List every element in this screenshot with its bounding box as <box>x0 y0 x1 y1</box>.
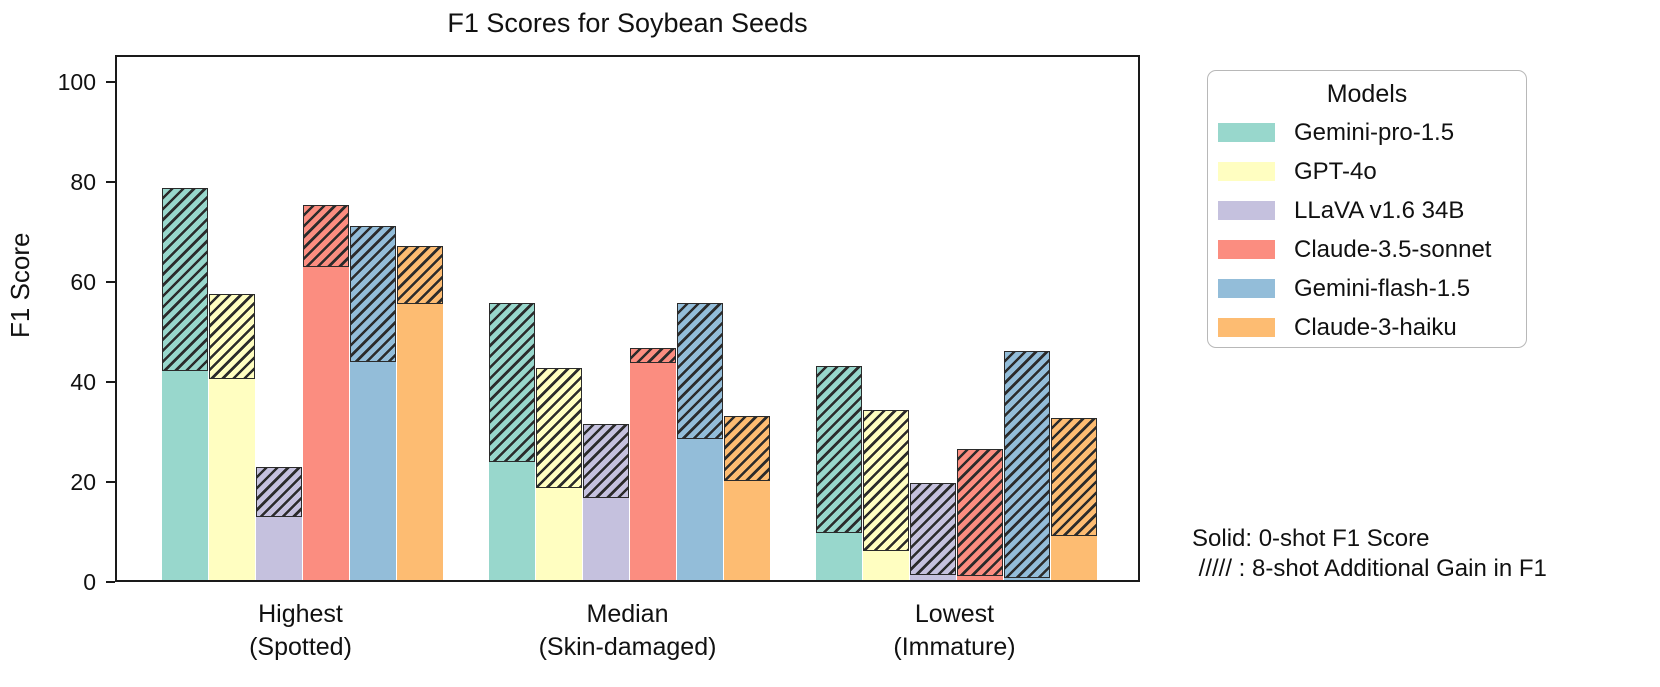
x-group-label-line: (Spotted) <box>249 633 352 661</box>
y-tick-mark-0 <box>106 581 115 583</box>
bar-hatch-gemini-pro-1-5-lowest <box>816 365 862 533</box>
legend-swatch-gemini-pro-1-5 <box>1218 123 1275 142</box>
bar-hatch-gemini-flash-1-5-highest <box>350 225 396 362</box>
legend-label: LLaVA v1.6 34B <box>1294 197 1465 224</box>
legend-item-gemini-flash-1-5: Gemini-flash-1.5 <box>1208 269 1526 308</box>
bar-solid-gpt-4o-median <box>536 488 582 580</box>
bar-hatch-gemini-flash-1-5-median <box>677 302 723 439</box>
bar-solid-llava-v1-6-34b-lowest <box>910 575 956 580</box>
bar-solid-gpt-4o-highest <box>209 379 255 580</box>
legend-item-llava-v1-6-34b: LLaVA v1.6 34B <box>1208 191 1526 230</box>
bar-solid-claude-3-haiku-lowest <box>1051 535 1097 580</box>
legend-swatch-gemini-flash-1-5 <box>1218 279 1275 298</box>
bar-hatch-claude-3-haiku-lowest <box>1051 418 1097 536</box>
bar-hatch-gpt-4o-lowest <box>863 409 909 551</box>
legend-label: Gemini-flash-1.5 <box>1294 275 1471 302</box>
legend-swatch-gpt-4o <box>1218 162 1275 181</box>
bar-solid-claude-3-5-sonnet-highest <box>303 267 349 580</box>
x-group-label-line: Lowest <box>914 600 995 628</box>
bar-hatch-claude-3-5-sonnet-highest <box>303 204 349 267</box>
y-tick-label-20: 20 <box>70 469 96 495</box>
bar-hatch-gemini-pro-1-5-median <box>489 303 535 462</box>
bar-hatch-gemini-pro-1-5-highest <box>162 188 208 371</box>
y-tick-mark-40 <box>106 381 115 383</box>
legend-item-gemini-pro-1-5: Gemini-pro-1.5 <box>1208 113 1526 152</box>
y-tick-label-60: 60 <box>70 269 96 295</box>
y-tick-label-100: 100 <box>57 69 96 95</box>
bar-solid-gemini-flash-1-5-lowest <box>1004 577 1050 580</box>
x-group-label-median: Median (Skin-damaged) <box>478 598 778 664</box>
bar-solid-claude-3-5-sonnet-lowest <box>957 576 1003 580</box>
bar-hatch-llava-v1-6-34b-highest <box>256 466 302 517</box>
bar-hatch-gpt-4o-median <box>536 367 582 488</box>
legend-item-gpt-4o: GPT-4o <box>1208 152 1526 191</box>
x-group-label-line: (Immature) <box>893 633 1016 661</box>
y-tick-mark-20 <box>106 481 115 483</box>
bar-solid-claude-3-5-sonnet-median <box>630 362 676 580</box>
y-tick-label-40: 40 <box>70 369 96 395</box>
bar-solid-claude-3-haiku-highest <box>397 303 443 580</box>
bar-hatch-claude-3-haiku-median <box>724 415 770 481</box>
bar-solid-gemini-pro-1-5-lowest <box>816 533 862 580</box>
bar-hatch-llava-v1-6-34b-median <box>583 424 629 498</box>
x-group-label-line: Median <box>586 600 669 628</box>
bar-hatch-claude-3-haiku-highest <box>397 245 443 304</box>
bar-solid-gpt-4o-lowest <box>863 550 909 580</box>
bar-solid-gemini-flash-1-5-highest <box>350 362 396 580</box>
bar-solid-gemini-flash-1-5-median <box>677 438 723 580</box>
x-group-label-line: Highest <box>258 600 343 628</box>
legend-label: Claude-3.5-sonnet <box>1294 236 1492 263</box>
bar-solid-claude-3-haiku-median <box>724 480 770 580</box>
legend-swatch-llava-v1-6-34b <box>1218 201 1275 220</box>
bar-solid-gemini-pro-1-5-highest <box>162 370 208 580</box>
legend-title: Models <box>1326 80 1408 108</box>
y-tick-label-80: 80 <box>70 169 96 195</box>
plot-area <box>115 55 1140 582</box>
annotation-line-solid: Solid: 0-shot F1 Score <box>1192 525 1430 552</box>
x-group-label-lowest: Lowest (Immature) <box>805 598 1105 664</box>
annotation-note: Solid: 0-shot F1 Score ///// : 8-shot Ad… <box>1192 524 1547 584</box>
y-tick-mark-100 <box>106 81 115 83</box>
legend: Models Gemini-pro-1.5 GPT-4o LLaVA v1.6 34… <box>1207 70 1527 348</box>
x-group-label-highest: Highest (Spotted) <box>151 598 451 664</box>
bar-solid-llava-v1-6-34b-median <box>583 497 629 580</box>
legend-label: GPT-4o <box>1294 158 1377 185</box>
bar-hatch-claude-3-5-sonnet-lowest <box>957 449 1003 576</box>
y-tick-label-0: 0 <box>83 569 96 595</box>
legend-swatch-claude-3-haiku <box>1218 318 1275 337</box>
x-group-label-line: (Skin-damaged) <box>538 633 717 661</box>
legend-label: Gemini-pro-1.5 <box>1294 119 1455 146</box>
annotation-line-hatch: ///// : 8-shot Additional Gain in F1 <box>1192 555 1547 582</box>
legend-label: Claude-3-haiku <box>1294 314 1457 341</box>
bar-hatch-llava-v1-6-34b-lowest <box>910 483 956 575</box>
bar-solid-llava-v1-6-34b-highest <box>256 516 302 580</box>
bar-hatch-gemini-flash-1-5-lowest <box>1004 350 1050 578</box>
legend-item-claude-3-5-sonnet: Claude-3.5-sonnet <box>1208 230 1526 269</box>
legend-item-claude-3-haiku: Claude-3-haiku <box>1208 308 1526 347</box>
legend-swatch-claude-3-5-sonnet <box>1218 240 1275 259</box>
y-tick-mark-60 <box>106 281 115 283</box>
y-axis-label: F1 Score <box>5 232 35 339</box>
y-tick-mark-80 <box>106 181 115 183</box>
bar-solid-gemini-pro-1-5-median <box>489 461 535 580</box>
chart-title: F1 Scores for Soybean Seeds <box>447 8 808 38</box>
bar-hatch-claude-3-5-sonnet-median <box>630 348 676 363</box>
bar-hatch-gpt-4o-highest <box>209 294 255 379</box>
